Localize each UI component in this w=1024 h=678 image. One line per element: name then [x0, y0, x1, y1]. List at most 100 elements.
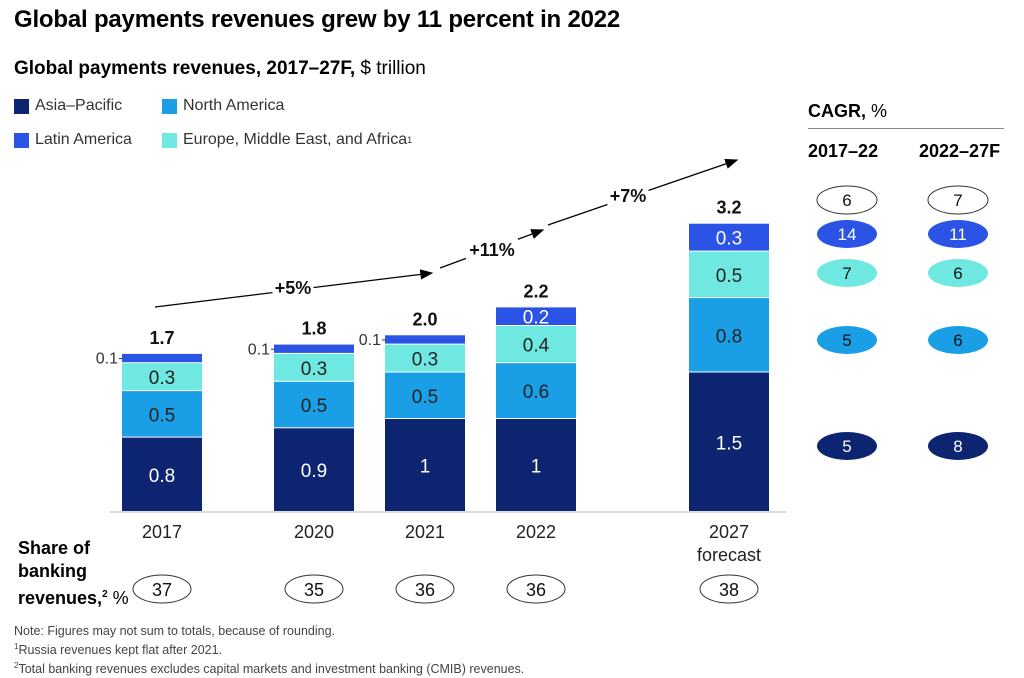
share-pill	[506, 574, 566, 604]
data-label: 0.3	[301, 359, 327, 380]
note-marker: 1	[14, 642, 19, 651]
legend-swatch	[162, 132, 177, 148]
share-value: 36	[415, 580, 435, 600]
data-label: 0.5	[716, 266, 742, 287]
legend-item-north-america: North America	[162, 97, 284, 115]
bar-total-label: 1.7	[149, 328, 174, 348]
cagr-title: CAGR, %	[808, 101, 887, 122]
data-label: 1	[531, 457, 542, 478]
share-value: 38	[719, 580, 739, 600]
cagr-col-2022-27f: 2022–27F	[919, 141, 1001, 161]
note-marker: 2	[14, 661, 19, 671]
data-label: 0.9	[301, 461, 327, 482]
bar-total-label: 2.2	[523, 281, 548, 301]
data-label: 0.4	[523, 336, 550, 357]
legend-item-asia-pacific: Asia–Pacific	[14, 97, 122, 115]
data-label-outside: 0.1	[248, 341, 270, 358]
cagr-title-unit: %	[871, 101, 888, 121]
legend-swatch	[14, 132, 29, 148]
note-text: Total banking revenues excludes capital …	[18, 662, 525, 677]
data-label: 0.2	[523, 308, 549, 329]
data-label: 0.3	[412, 350, 438, 371]
legend-label: Europe, Middle East, and Africa	[183, 131, 408, 148]
share-pill	[395, 574, 455, 604]
bar-total-label: 2.0	[412, 309, 437, 329]
share-value: 35	[304, 580, 324, 600]
bar-segment-north-america-2021	[385, 372, 465, 418]
legend-item-latin-america: Latin America	[14, 131, 132, 149]
cagr-pill	[817, 259, 877, 287]
cagr-pill	[927, 185, 989, 215]
cagr-value: 8	[953, 437, 962, 456]
bar-segment-europe-middle-east-and-africa-2022	[496, 326, 576, 363]
x-tick-label: 2027	[709, 522, 749, 542]
share-label-line1: Share of	[18, 538, 91, 558]
cagr-value: 6	[953, 331, 962, 350]
cagr-value: 5	[842, 331, 851, 350]
x-tick-label: 2020	[294, 522, 334, 542]
data-label: 0.3	[716, 229, 742, 250]
note-rounding: Note: Figures may not sum to totals, bec…	[14, 624, 336, 638]
data-label: 0.5	[149, 405, 175, 426]
data-label: 1	[420, 457, 431, 478]
data-label-outside: 0.1	[96, 351, 118, 368]
data-label: 1.5	[716, 433, 742, 454]
bar-total-label: 1.8	[301, 319, 326, 339]
bar-segment-latin-america-2022	[496, 307, 576, 325]
cagr-value: 5	[842, 437, 851, 456]
legend-swatch	[14, 98, 29, 114]
cagr-value: 6	[842, 191, 851, 210]
bar-segment-north-america-2020	[274, 381, 354, 428]
growth-label-bg	[272, 277, 314, 299]
x-tick-label: 2021	[405, 522, 445, 542]
cagr-pill	[928, 326, 988, 354]
bar-segment-europe-middle-east-and-africa-2020	[274, 353, 354, 381]
cagr-pill	[928, 432, 988, 460]
data-label: 0.8	[716, 326, 742, 347]
x-tick-label: 2017	[142, 522, 182, 542]
data-label-outside: 0.1	[359, 332, 381, 349]
cagr-pill	[817, 326, 877, 354]
bar-segment-europe-middle-east-and-africa-2017	[122, 363, 202, 391]
share-pill	[284, 574, 344, 604]
bar-segment-asia-pacific-2022	[496, 419, 576, 511]
bar-segment-north-america-2027	[689, 298, 769, 372]
bar-segment-north-america-2017	[122, 391, 202, 437]
growth-label: +5%	[275, 278, 312, 298]
bar-segment-europe-middle-east-and-africa-2027	[689, 251, 769, 298]
share-pill	[699, 574, 759, 604]
cagr-value: 14	[838, 225, 857, 244]
share-label-line3: revenues,	[18, 588, 103, 608]
bar-segment-latin-america-2027	[689, 223, 769, 251]
bar-segment-asia-pacific-2021	[385, 419, 465, 511]
legend-footnote-marker: 1	[407, 135, 413, 145]
share-label-footnote: 2	[102, 589, 108, 600]
cagr-divider	[808, 128, 1004, 129]
bar-segment-asia-pacific-2020	[274, 428, 354, 511]
data-label: 0.6	[523, 382, 549, 403]
data-label: 0.5	[412, 387, 438, 408]
share-value: 37	[152, 580, 172, 600]
cagr-title-bold: CAGR,	[808, 101, 866, 121]
note-text: Russia revenues kept flat after 2021.	[18, 643, 223, 658]
bar-segment-europe-middle-east-and-africa-2021	[385, 344, 465, 372]
cagr-pill	[816, 185, 878, 215]
x-tick-label: 2022	[516, 522, 556, 542]
x-tick-label-sub: forecast	[697, 545, 761, 565]
cagr-value: 6	[953, 264, 962, 283]
bar-total-label: 3.2	[716, 198, 741, 218]
share-label-unit: %	[112, 588, 129, 608]
growth-label-bg	[466, 239, 518, 261]
share-of-banking-label: Share of banking revenues,2 %	[18, 537, 129, 610]
legend-item-emea: Europe, Middle East, and Africa 1	[162, 131, 412, 149]
data-label: 0.5	[301, 396, 327, 417]
page-title: Global payments revenues grew by 11 perc…	[14, 6, 621, 33]
growth-label-bg	[607, 185, 649, 207]
subtitle-bold: Global payments revenues, 2017–27F,	[14, 58, 356, 79]
footnotes: Note: Figures may not sum to totals, bec…	[14, 624, 524, 677]
cagr-pill	[817, 220, 877, 248]
data-label: 0.8	[149, 466, 175, 487]
growth-label: +11%	[469, 240, 515, 260]
cagr-pill	[817, 432, 877, 460]
